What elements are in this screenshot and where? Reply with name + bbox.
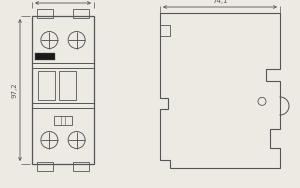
Bar: [160, 25, 170, 36]
Bar: [59, 71, 76, 100]
Bar: [73, 9, 89, 18]
Bar: [35, 53, 55, 60]
Text: 74,1: 74,1: [212, 0, 228, 4]
Bar: [54, 116, 72, 125]
Text: 97,2: 97,2: [12, 82, 18, 98]
Bar: [37, 162, 53, 171]
Bar: [38, 71, 55, 100]
Bar: [32, 16, 94, 164]
Bar: [37, 9, 53, 18]
Bar: [73, 162, 89, 171]
